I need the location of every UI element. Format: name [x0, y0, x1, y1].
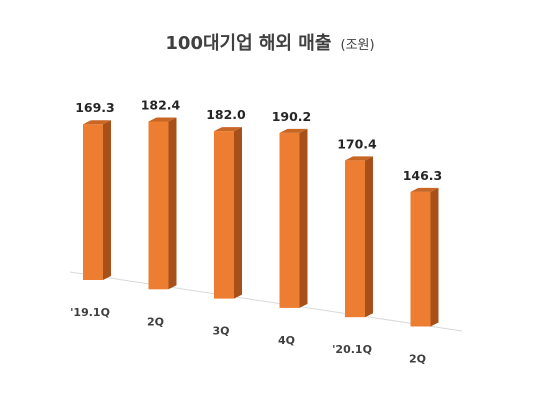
bar-top	[83, 120, 111, 125]
bar-front	[345, 160, 365, 318]
tick-label: 2Q	[409, 353, 426, 366]
bar-4	[279, 128, 308, 308]
bar-1	[83, 120, 111, 280]
tick-label: '19.1Q	[70, 306, 110, 319]
bar-front	[83, 124, 103, 280]
tick-labels-group: '19.1Q 2Q 3Q 4Q '20.1Q 2Q	[70, 306, 426, 366]
bar-top	[214, 127, 242, 132]
value-label: 170.4	[337, 136, 377, 151]
chart-title-main: 100대기업 해외 매출	[165, 33, 331, 54]
tick-label: 2Q	[147, 315, 164, 328]
bar-side	[168, 117, 177, 290]
tick-label: 3Q	[212, 325, 229, 338]
floor-line	[69, 271, 463, 332]
tick-label: 4Q	[278, 334, 295, 347]
bar-front	[410, 191, 431, 327]
bar-2	[148, 117, 177, 290]
bar-front	[279, 132, 300, 308]
bar-side	[299, 128, 308, 308]
value-label: 169.3	[75, 100, 115, 115]
value-labels-group: 169.3 182.4 182.0 190.2 170.4 146.3	[75, 97, 442, 182]
bar-6	[410, 187, 439, 327]
bar-5	[345, 156, 373, 318]
chart-title: 100대기업 해외 매출 (조원)	[165, 33, 374, 54]
bar-top	[345, 156, 373, 161]
bars-group	[83, 117, 439, 327]
bar-front	[214, 131, 234, 299]
value-label: 182.0	[206, 107, 246, 122]
bar-side	[430, 187, 439, 327]
bar-side	[365, 156, 373, 318]
value-label: 182.4	[141, 97, 181, 112]
bar-top	[410, 187, 439, 192]
tick-label: '20.1Q	[332, 343, 372, 356]
bar-front	[148, 121, 169, 290]
bar-top	[279, 128, 308, 133]
chart-title-unit: (조원)	[341, 38, 375, 53]
bar-side	[234, 127, 242, 299]
bar-3	[214, 127, 242, 299]
bar-side	[103, 120, 111, 280]
value-label: 190.2	[272, 109, 312, 124]
bar-top	[148, 117, 177, 122]
value-label: 146.3	[403, 168, 443, 183]
